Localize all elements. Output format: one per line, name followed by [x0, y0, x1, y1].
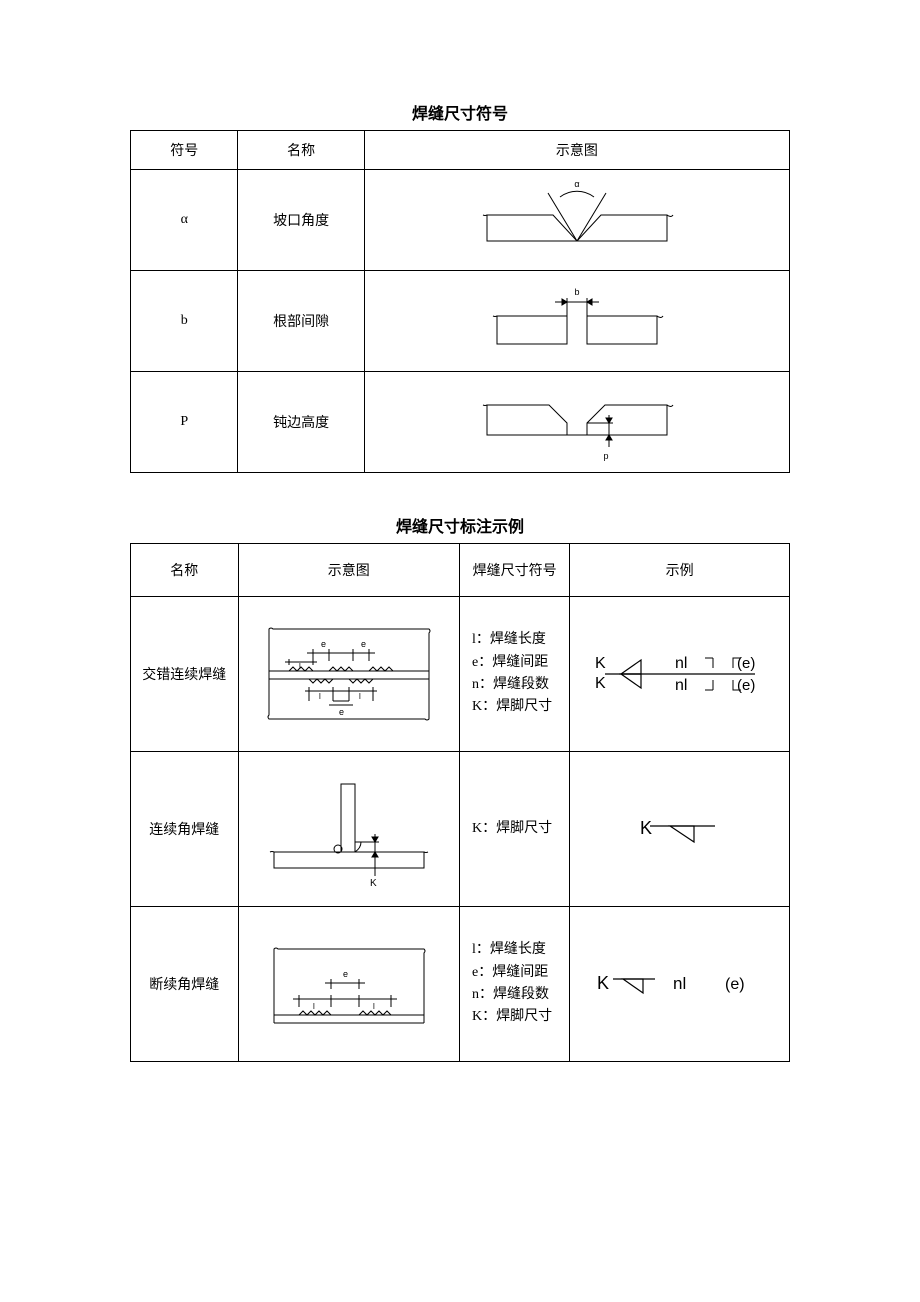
t1-sym-b: b — [131, 271, 238, 372]
table2-header-row: 名称 示意图 焊缝尺寸符号 示例 — [131, 544, 790, 597]
t1-name-b: 根部间隙 — [238, 271, 364, 372]
r1-e-exbot: (e) — [737, 677, 755, 694]
t2-h1: 名称 — [131, 544, 239, 597]
t1-row-alpha: α 坡口角度 α — [131, 170, 790, 271]
r2-K-dim: K — [370, 878, 377, 889]
table1-title: 焊缝尺寸符号 — [60, 100, 860, 124]
intermittent-example-icon: K nl (e) — [585, 959, 775, 1009]
t2-row-staggered: 交错连续焊缝 — [131, 597, 790, 752]
r3-K-ex: K — [597, 973, 609, 993]
t1-h1: 符号 — [131, 131, 238, 170]
r1-l-top: l — [299, 662, 301, 671]
t1-h3: 示意图 — [364, 131, 789, 170]
r1-nl-bot: nl — [675, 677, 687, 694]
r3-e: e — [343, 969, 348, 979]
table2-title: 焊缝尺寸标注示例 — [60, 513, 860, 537]
t2-img-1: e e l l l e — [238, 597, 459, 752]
t2-h2: 示意图 — [238, 544, 459, 597]
t2-h3: 焊缝尺寸符号 — [460, 544, 570, 597]
t1-name-alpha: 坡口角度 — [238, 170, 364, 271]
t2-ex-1: K K nl nl (e) (e) — [570, 597, 790, 752]
t2-note-3: l：焊缝长度 e：焊缝间距 n：焊缝段数 K：焊脚尺寸 — [460, 907, 570, 1062]
r3-l-1: l — [313, 1002, 315, 1011]
continuous-fillet-icon: K — [249, 764, 449, 894]
t1-row-b: b 根部间隙 b — [131, 271, 790, 372]
r1-e-extop: (e) — [737, 655, 755, 672]
t2-ex-2: K — [570, 752, 790, 907]
r2-K-ex: K — [640, 818, 652, 838]
r1-e-top: e — [321, 639, 326, 649]
t1-sym-p: P — [131, 372, 238, 473]
t2-row-continuous: 连续角焊缝 K — [131, 752, 790, 907]
table2: 名称 示意图 焊缝尺寸符号 示例 交错连续焊缝 — [130, 543, 790, 1062]
r1-l-bot2: l — [359, 692, 361, 701]
t2-h4: 示例 — [570, 544, 790, 597]
t2-row-intermittent: 断续角焊缝 l — [131, 907, 790, 1062]
t2-ex-3: K nl (e) — [570, 907, 790, 1062]
t2-img-2: K — [238, 752, 459, 907]
table1: 符号 名称 示意图 α 坡口角度 — [130, 130, 790, 473]
t2-note-2: K：焊脚尺寸 — [460, 752, 570, 907]
t1-img-alpha: α — [364, 170, 789, 271]
r3-nl-ex: nl — [673, 974, 686, 993]
r1-e-bot: e — [339, 707, 344, 717]
alpha-label: α — [574, 179, 579, 189]
p-label: p — [603, 451, 608, 461]
t1-sym-alpha: α — [131, 170, 238, 271]
r1-K-bot: K — [595, 675, 606, 692]
t2-name-3: 断续角焊缝 — [131, 907, 239, 1062]
t1-name-p: 钝边高度 — [238, 372, 364, 473]
r1-e-top2: e — [361, 639, 366, 649]
p-diagram-icon: p — [427, 377, 727, 467]
t2-name-1: 交错连续焊缝 — [131, 597, 239, 752]
intermittent-fillet-icon: l l e — [249, 919, 449, 1049]
r1-nl-top: nl — [675, 655, 687, 672]
r3-l-2: l — [373, 1002, 375, 1011]
b-label: b — [574, 287, 579, 297]
staggered-weld-icon: e e l l l e — [249, 609, 449, 739]
r3-e-ex: (e) — [725, 976, 745, 993]
r1-K-top: K — [595, 655, 606, 672]
b-diagram-icon: b — [427, 276, 727, 366]
t1-img-p: p — [364, 372, 789, 473]
t2-img-3: l l e — [238, 907, 459, 1062]
r1-l-bot: l — [319, 692, 321, 701]
staggered-example-icon: K K nl nl (e) (e) — [585, 644, 775, 704]
continuous-example-icon: K — [620, 804, 740, 854]
table1-header-row: 符号 名称 示意图 — [131, 131, 790, 170]
t2-note-1: l：焊缝长度 e：焊缝间距 n：焊缝段数 K：焊脚尺寸 — [460, 597, 570, 752]
t2-name-2: 连续角焊缝 — [131, 752, 239, 907]
t1-img-b: b — [364, 271, 789, 372]
alpha-diagram-icon: α — [427, 175, 727, 265]
t1-h2: 名称 — [238, 131, 364, 170]
t1-row-p: P 钝边高度 p — [131, 372, 790, 473]
